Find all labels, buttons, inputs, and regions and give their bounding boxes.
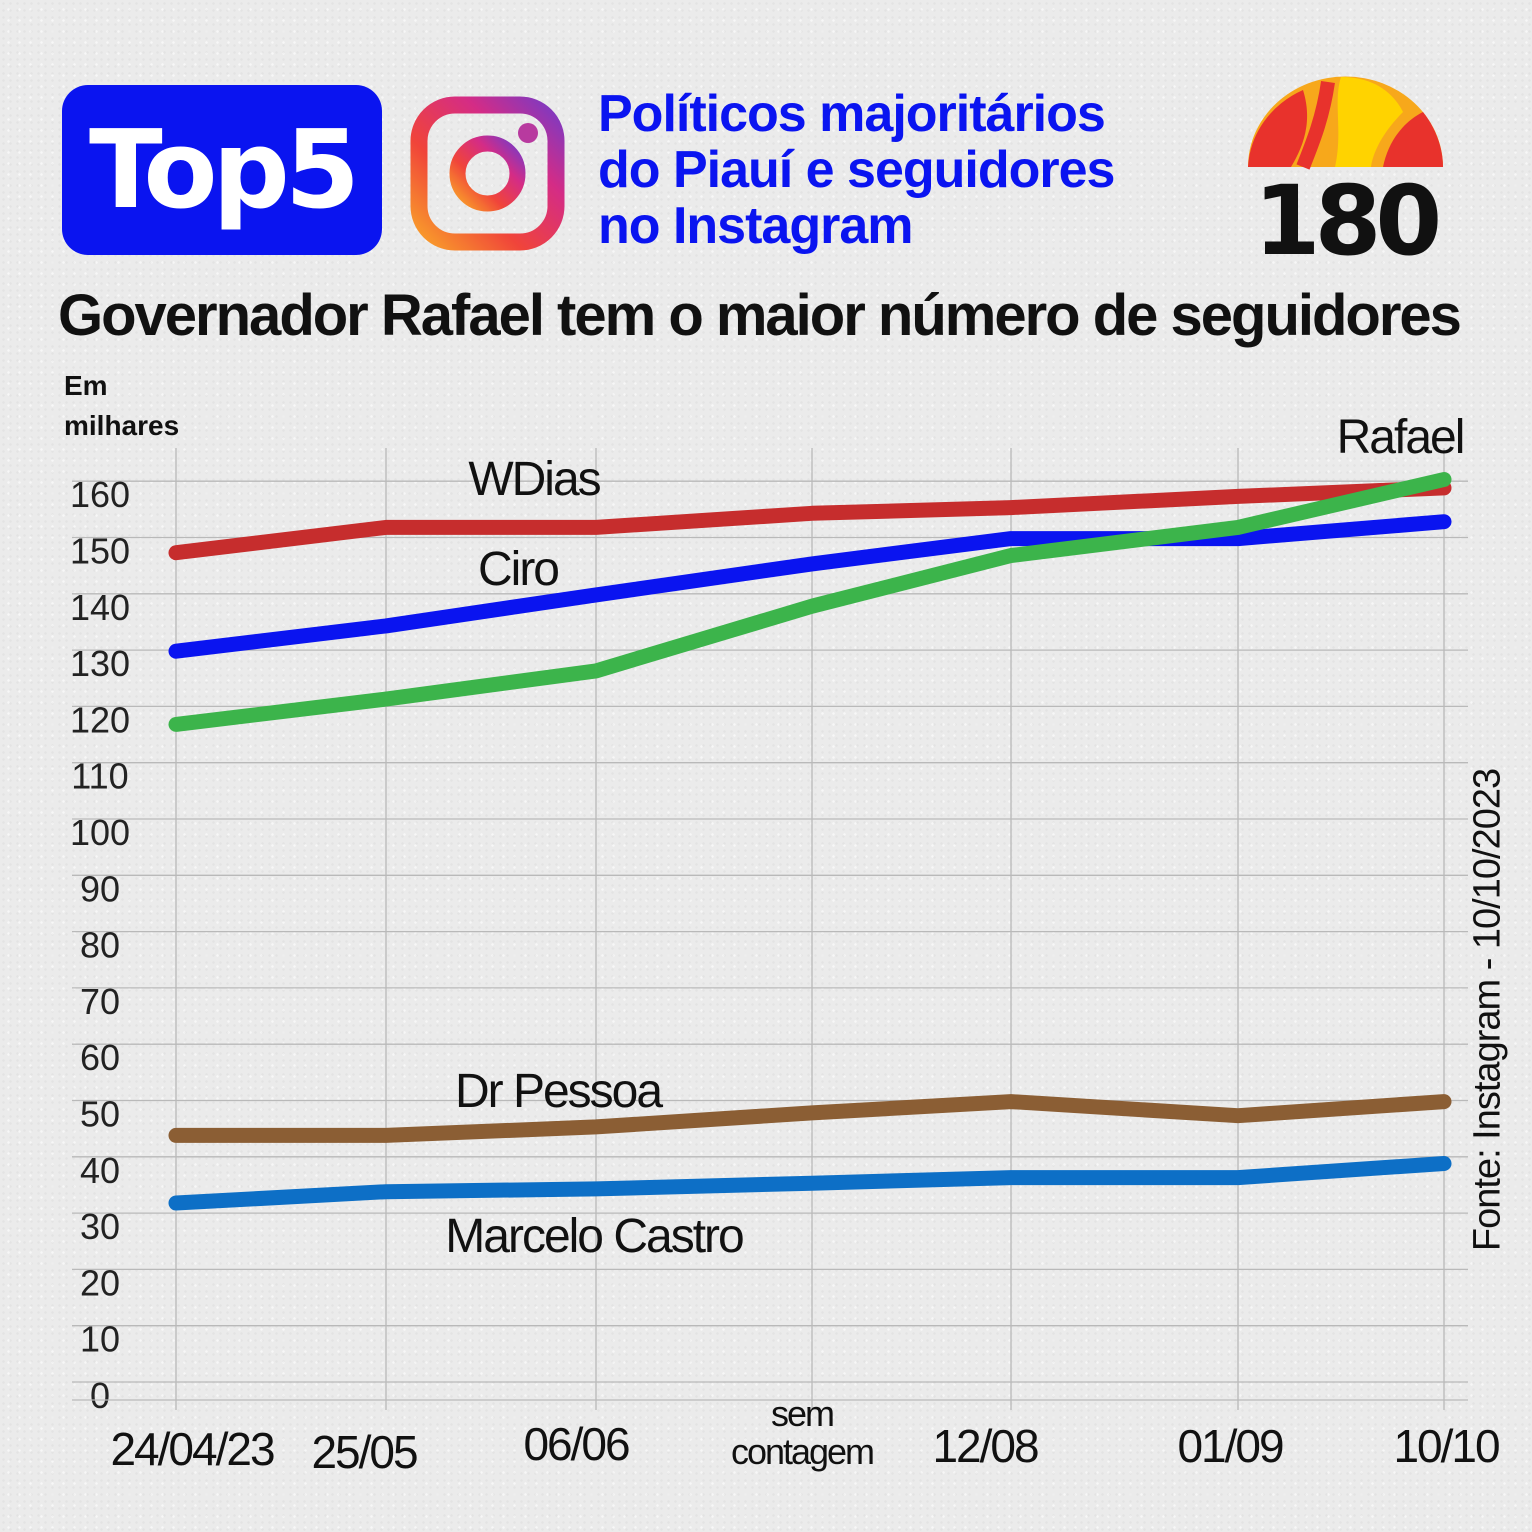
series-label: Rafael: [1337, 411, 1464, 464]
y-tick-label: 160: [70, 474, 130, 515]
series-line-rafael: [168, 472, 1452, 732]
y-tick-label: 10: [80, 1319, 120, 1360]
series-label: Dr Pessoa: [455, 1065, 663, 1118]
y-tick-label: 70: [80, 981, 120, 1022]
headline-line-2: do Piauí e seguidores: [598, 141, 1115, 199]
x-tick-label: 25/05: [311, 1426, 417, 1478]
y-tick-label: 20: [80, 1262, 120, 1303]
instagram-icon: [410, 96, 565, 251]
x-tick-label: sem contagem: [731, 1393, 873, 1472]
y-tick-label: 60: [80, 1037, 120, 1078]
series-line-ciro: [168, 514, 1452, 659]
y-tick-label: 50: [80, 1094, 120, 1135]
x-tick-label: 06/06: [523, 1418, 629, 1470]
x-tick-label: 12/08: [932, 1420, 1038, 1472]
top5-badge: Top5: [62, 85, 382, 255]
series-line-marcelo-castro: [168, 1156, 1452, 1211]
headline: Políticos majoritários do Piauí e seguid…: [598, 86, 1218, 254]
unit-line-2: milhares: [64, 410, 180, 441]
series-line-dr-pessoa: [168, 1094, 1452, 1143]
y-axis-unit: Em milhares: [64, 366, 204, 446]
series-line-wdias: [168, 480, 1452, 561]
series-label: WDias: [468, 453, 600, 506]
source-note: Fonte: Instagram - 10/10/2023: [1466, 768, 1509, 1252]
logo-text: 180: [1254, 165, 1439, 262]
headline-line-3: no Instagram: [598, 197, 914, 255]
y-tick-label: 120: [70, 699, 130, 740]
y-tick-label: 80: [80, 925, 120, 966]
y-tick-label: 0: [90, 1375, 110, 1416]
series-label: Marcelo Castro: [445, 1210, 743, 1263]
x-tick-label: 01/09: [1177, 1420, 1283, 1472]
y-tick-label: 150: [70, 531, 130, 572]
x-tick-label: 10/10: [1393, 1420, 1499, 1472]
x-tick-label: 24/04/23: [110, 1423, 273, 1475]
unit-line-1: Em: [64, 370, 108, 401]
x-tick-label-part: sem: [771, 1393, 833, 1434]
y-tick-label: 90: [80, 868, 120, 909]
180-logo: 180: [1248, 76, 1444, 262]
series-label: Ciro: [478, 543, 558, 596]
y-tick-label: 100: [70, 812, 130, 853]
chart-subtitle: Governador Rafael tem o maior número de …: [58, 283, 1462, 348]
y-tick-label: 140: [70, 587, 130, 628]
y-tick-label: 110: [71, 756, 128, 797]
y-tick-label: 30: [80, 1206, 120, 1247]
y-tick-label: 40: [80, 1150, 120, 1191]
headline-line-1: Políticos majoritários: [598, 85, 1106, 143]
y-tick-label: 130: [70, 643, 130, 684]
x-tick-label-part: contagem: [731, 1431, 873, 1472]
